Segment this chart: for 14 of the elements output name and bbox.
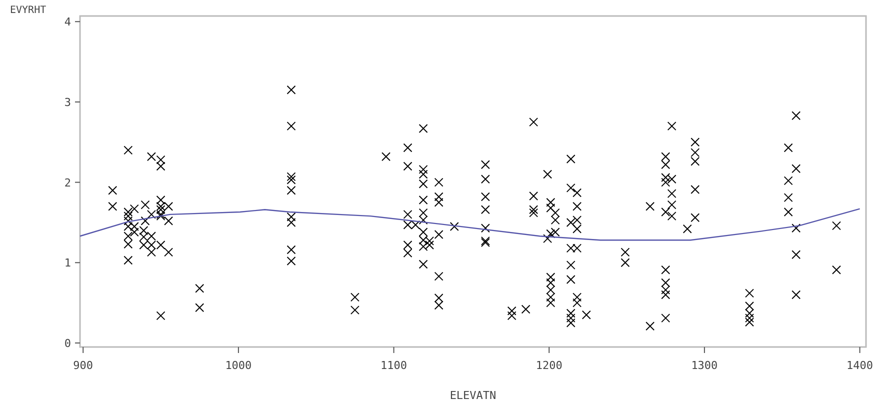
x-tick-label: 900 <box>73 359 94 372</box>
x-tick-label: 1200 <box>536 359 562 372</box>
y-tick-label: 3 <box>64 96 71 109</box>
y-tick-label: 0 <box>64 336 71 350</box>
y-tick-label: 2 <box>64 176 71 190</box>
line-series <box>79 208 860 241</box>
x-tick-label: 1100 <box>380 359 408 372</box>
x-axis-title: ELEVATN <box>450 389 496 402</box>
y-axis-title: EVYRHT <box>10 5 46 16</box>
x-tick-label: 1400 <box>846 359 874 372</box>
y-tick-label: 4 <box>64 16 72 29</box>
y-tick-label: 1 <box>64 256 71 270</box>
x-tick-label: 1300 <box>691 359 718 372</box>
x-tick-label: 1000 <box>225 359 252 372</box>
